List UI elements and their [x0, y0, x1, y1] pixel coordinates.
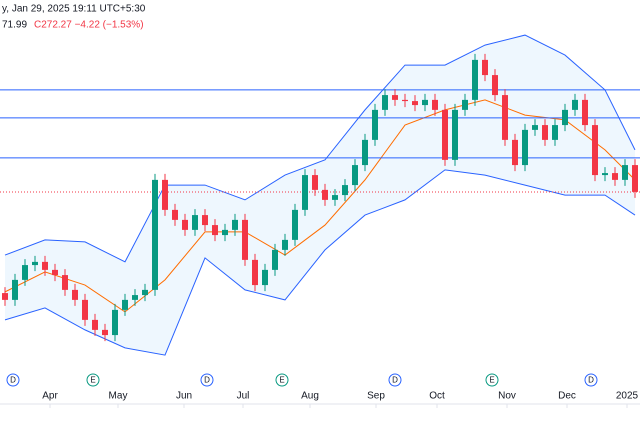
- x-tick-label: May: [109, 391, 128, 402]
- x-tick-label: Apr: [42, 391, 58, 402]
- candle-body: [82, 299, 88, 320]
- event-marker: [200, 373, 214, 387]
- event-marker: [388, 373, 402, 387]
- candle-body: [242, 219, 248, 260]
- candle-body: [302, 175, 308, 210]
- candle-body: [392, 95, 398, 100]
- candle-body: [22, 265, 28, 280]
- event-label: D: [204, 376, 210, 385]
- x-tick-label: 2025: [616, 391, 639, 402]
- candle-body: [512, 139, 518, 166]
- candle-body: [192, 215, 198, 230]
- candle-body: [12, 279, 18, 300]
- candle-body: [362, 139, 368, 166]
- candle-body: [332, 195, 338, 200]
- candle-body: [562, 109, 568, 126]
- candle-body: [472, 59, 478, 100]
- candle-body: [402, 99, 408, 102]
- candle-body: [202, 215, 208, 226]
- x-tick-label: Sep: [367, 391, 385, 402]
- event-marker: [275, 373, 289, 387]
- candle-body: [272, 249, 278, 270]
- candle-body: [32, 261, 38, 266]
- event-label: D: [392, 376, 398, 385]
- candle-body: [462, 99, 468, 110]
- event-label: E: [279, 376, 284, 385]
- candle-body: [172, 209, 178, 220]
- candle-body: [322, 189, 328, 200]
- candle-body: [572, 99, 578, 110]
- candle-body: [372, 109, 378, 140]
- x-tick-label: Dec: [558, 391, 576, 402]
- candle-body: [382, 95, 388, 110]
- band-upper: [4, 34, 636, 263]
- header: y, Jan 29, 2025 19:11 UTC+5:30: [2, 4, 146, 15]
- candle-body: [522, 129, 528, 166]
- ohlc-prefix: 71.99: [2, 20, 27, 31]
- candle-body: [282, 239, 288, 250]
- candle-body: [112, 309, 118, 336]
- band-middle: [4, 99, 636, 313]
- band-fill: [5, 35, 635, 356]
- candle-body: [292, 209, 298, 240]
- candle-body: [352, 165, 358, 186]
- event-label: E: [90, 376, 95, 385]
- candle-body: [312, 175, 318, 190]
- candle-body: [552, 125, 558, 140]
- event-marker: [86, 373, 100, 387]
- candle-body: [262, 269, 268, 286]
- candle-body: [532, 125, 538, 130]
- candle-body: [2, 293, 8, 300]
- candle-body: [342, 185, 348, 196]
- candle-body: [432, 99, 438, 110]
- event-label: D: [10, 376, 16, 385]
- candle-body: [72, 289, 78, 300]
- candle-body: [592, 125, 598, 176]
- candle-body: [122, 299, 128, 310]
- candle-body: [542, 125, 548, 140]
- candle-body: [42, 261, 48, 270]
- candle-body: [232, 219, 238, 230]
- candle-body: [622, 165, 628, 180]
- x-tick-label: Nov: [498, 391, 516, 402]
- ohlc-text: C272.27 −4.22 (−1.53%): [34, 20, 144, 31]
- band-lower: [4, 169, 636, 356]
- candle-body: [412, 101, 418, 106]
- candle-body: [52, 269, 58, 276]
- candle-body: [162, 179, 168, 210]
- candle-body: [92, 319, 98, 330]
- event-label: D: [588, 376, 594, 385]
- candle-body: [602, 173, 608, 176]
- x-tick-label: Aug: [301, 391, 319, 402]
- candle-body: [62, 275, 68, 290]
- candle-body: [182, 219, 188, 230]
- x-tick-label: Jun: [176, 391, 192, 402]
- candle-body: [142, 289, 148, 296]
- candle-body: [212, 225, 218, 236]
- candle-body: [452, 109, 458, 160]
- event-marker: [485, 373, 499, 387]
- candle-body: [152, 179, 158, 290]
- event-marker: [6, 373, 20, 387]
- candle-body: [612, 173, 618, 180]
- candle-body: [482, 59, 488, 76]
- candle-body: [632, 165, 638, 192]
- candle-body: [492, 75, 498, 96]
- x-tick-label: Oct: [429, 391, 445, 402]
- x-tick-label: Jul: [237, 391, 250, 402]
- candle-body: [582, 99, 588, 126]
- candle-body: [102, 329, 108, 336]
- candle-body: [422, 99, 428, 106]
- event-label: E: [489, 376, 494, 385]
- candle-body: [222, 229, 228, 236]
- event-marker: [584, 373, 598, 387]
- candle-body: [132, 295, 138, 300]
- candle-body: [252, 259, 258, 286]
- candle-body: [502, 95, 508, 140]
- candle-body: [442, 109, 448, 160]
